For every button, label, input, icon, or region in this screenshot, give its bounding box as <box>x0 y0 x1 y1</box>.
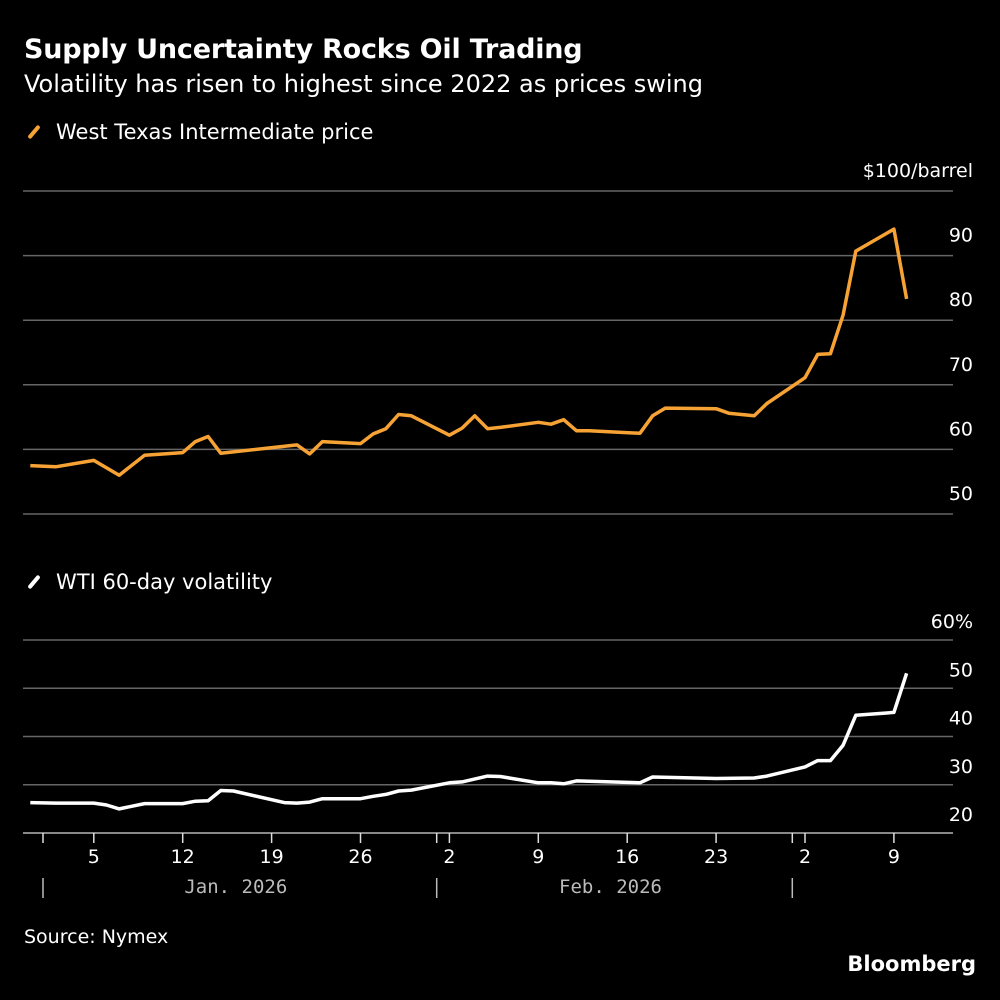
month-label: Jan. 2026 <box>184 876 287 898</box>
x-tick-label: 9 <box>532 846 544 868</box>
x-tick-label: 26 <box>348 846 372 868</box>
volatility-series-line <box>30 672 909 811</box>
month-label: Feb. 2026 <box>559 876 662 898</box>
volatility-ytick-label: 20 <box>949 804 973 826</box>
legend-label-volatility: WTI 60-day volatility <box>56 570 273 594</box>
x-tick-label: 23 <box>704 846 728 868</box>
x-tick-label: 5 <box>88 846 100 868</box>
x-tick-label: 12 <box>171 846 195 868</box>
price-ytick-label: 70 <box>949 354 973 376</box>
volatility-ytick-label: 30 <box>949 756 973 778</box>
source-note: Source: Nymex <box>24 926 169 948</box>
volatility-ytick-label: 60% <box>931 611 973 633</box>
x-tick-label: 19 <box>260 846 284 868</box>
price-ytick-label: 90 <box>949 225 973 247</box>
price-ytick-label: 80 <box>949 289 973 311</box>
volatility-ytick-label: 40 <box>949 708 973 730</box>
legend-price: West Texas Intermediate price <box>24 120 373 144</box>
price-ytick-label: 50 <box>949 483 973 505</box>
x-tick-label: 2 <box>799 846 811 868</box>
x-tick-label: 16 <box>615 846 639 868</box>
brand-logo: Bloomberg <box>847 952 976 976</box>
legend-label-price: West Texas Intermediate price <box>56 120 374 144</box>
price-ytick-label: $100/barrel <box>863 160 973 182</box>
chart-title: Supply Uncertainty Rocks Oil Trading <box>24 34 583 65</box>
chart-subtitle: Volatility has risen to highest since 20… <box>24 70 703 98</box>
price-series-line <box>30 227 909 477</box>
volatility-ytick-label: 50 <box>949 659 973 681</box>
legend-volatility: WTI 60-day volatility <box>24 570 272 594</box>
x-tick-label: 9 <box>888 846 900 868</box>
price-ytick-label: 60 <box>949 418 973 440</box>
x-tick-label: 2 <box>443 846 455 868</box>
